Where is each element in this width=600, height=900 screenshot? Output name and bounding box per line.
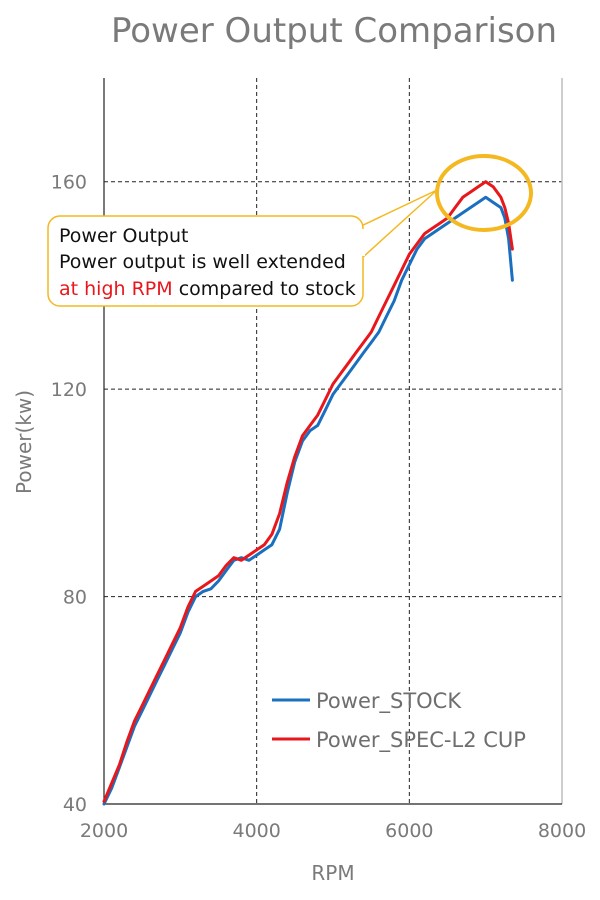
- legend-label: Power_SPEC-L2 CUP: [316, 728, 526, 753]
- y-axis-title: Power(kw): [12, 390, 36, 494]
- callout-rest: compared to stock: [173, 278, 356, 300]
- callout-line-1: Power Output: [59, 225, 188, 247]
- callout-highlight: at high RPM: [59, 278, 173, 300]
- chart-title: Power Output Comparison: [111, 11, 557, 51]
- callout-line-2: Power output is well extended: [59, 251, 346, 273]
- callout-line-3: at high RPM compared to stock: [59, 278, 356, 300]
- callout-box: [47, 215, 364, 307]
- callout-pointer: [356, 189, 438, 259]
- y-tick-label: 80: [63, 587, 87, 609]
- y-tick-label: 160: [51, 172, 87, 194]
- series-line-power-spec-l2-cup: [102, 180, 514, 803]
- series-line-power-stock: [102, 195, 514, 806]
- highlight-ellipse: [435, 154, 533, 232]
- y-tick-label: 120: [51, 379, 87, 401]
- y-tick-label: 40: [63, 794, 87, 816]
- x-axis-title: RPM: [311, 861, 354, 885]
- callout-seam: [360, 229, 365, 256]
- legend-label: Power_STOCK: [316, 689, 462, 714]
- x-tick-label: 2000: [80, 820, 128, 842]
- x-tick-label: 4000: [232, 820, 280, 842]
- x-tick-label: 6000: [385, 820, 433, 842]
- x-tick-label: 8000: [538, 820, 586, 842]
